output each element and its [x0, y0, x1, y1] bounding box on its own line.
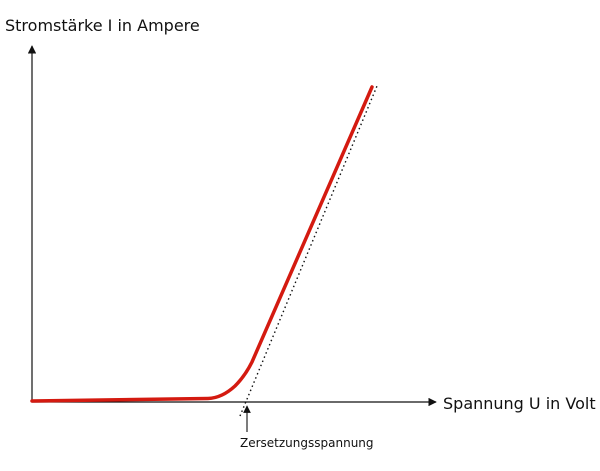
y-axis-label: Stromstärke I in Ampere [5, 16, 200, 35]
current-curve [30, 85, 374, 403]
tangent-line [239, 85, 378, 417]
annotation-label: Zersetzungsspannung [240, 436, 374, 450]
x-axis-label: Spannung U in Volt [443, 394, 596, 413]
